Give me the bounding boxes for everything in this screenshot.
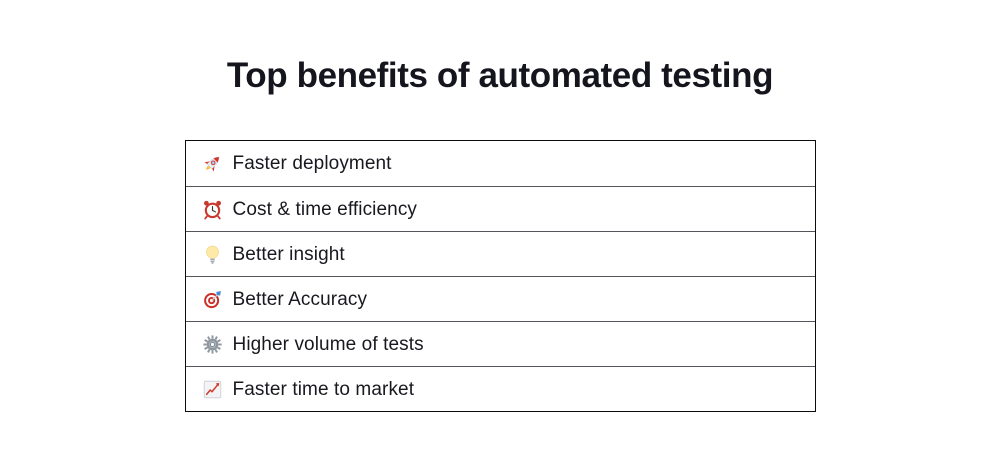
table-row: Better insight xyxy=(185,231,815,276)
benefit-label: Better insight xyxy=(232,243,345,265)
page-title: Top benefits of automated testing xyxy=(226,56,774,95)
benefits-table: Faster deployment Cost & time efficiency… xyxy=(184,140,816,412)
table-row: Faster deployment xyxy=(186,141,815,186)
dart-target-icon xyxy=(202,288,224,311)
table-row: Higher volume of tests xyxy=(185,321,815,366)
benefit-label: Faster time to market xyxy=(232,378,415,400)
infographic-page: Top benefits of automated testing Faster… xyxy=(0,54,1000,476)
rocket-icon xyxy=(202,152,224,175)
light-bulb-icon xyxy=(202,243,224,266)
gear-icon xyxy=(202,333,224,356)
table-row: Better Accuracy xyxy=(185,276,815,321)
table-row: Cost & time efficiency xyxy=(185,186,815,231)
alarm-clock-icon xyxy=(202,198,224,221)
benefit-label: Higher volume of tests xyxy=(232,333,424,355)
benefit-label: Cost & time efficiency xyxy=(232,198,418,220)
benefit-label: Better Accuracy xyxy=(232,288,368,310)
table-row: Faster time to market xyxy=(185,366,815,411)
chart-increasing-icon xyxy=(202,378,224,401)
benefit-label: Faster deployment xyxy=(232,153,392,174)
